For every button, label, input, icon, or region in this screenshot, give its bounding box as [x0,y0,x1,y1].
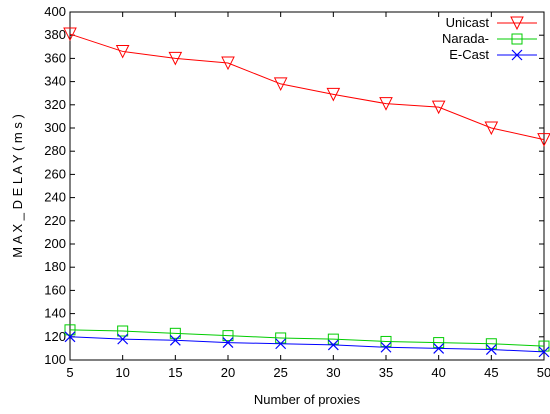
data-point-narada [169,327,181,339]
y-tick-label: 140 [44,306,66,321]
y-tick-label: 380 [44,27,66,42]
series-layer [63,27,550,358]
data-point-e-cast-stroke [538,346,550,358]
x-tick-label: 40 [431,365,445,380]
data-point-e-cast-stroke [327,339,339,351]
y-tick-label: 300 [44,120,66,135]
data-point-unicast [484,121,499,136]
x-tick-label: 10 [115,365,129,380]
y-tick-label: 120 [44,329,66,344]
legend-marker-unicast [510,16,524,31]
series-line-e-cast [69,336,545,353]
x-tick-label: 20 [221,365,235,380]
data-point-e-cast [169,334,181,346]
data-point-e-cast [433,342,445,354]
x-tick-label: 35 [379,365,393,380]
legend-label-e-cast: E-Cast [449,47,489,62]
ticks: 100 120 140 160 180 200 220 240 260 280 300 320 340 3… [44,4,550,380]
y-tick-label: 400 [44,4,66,19]
legend-marker-e-cast-stroke [511,49,523,61]
data-point-e-cast-stroke [169,334,181,346]
y-tick-label: 220 [44,213,66,228]
data-point-unicast [431,100,446,115]
y-tick-label: 260 [44,166,66,181]
data-point-e-cast-stroke [380,341,392,353]
data-point-unicast [115,44,130,59]
data-point-e-cast [380,341,392,353]
x-axis-label: Number of proxies [254,392,361,407]
legend-marker-narada [511,33,523,45]
legend-label-unicast: Unicast [446,15,490,30]
y-tick-label: 320 [44,97,66,112]
y-tick-label: 340 [44,74,66,89]
data-point-unicast [63,27,77,42]
y-tick-label: 180 [44,259,66,274]
x-tick-label: 50 [537,365,550,380]
data-point-narada [64,324,76,336]
legend-label-narada: Narada- [442,31,489,46]
series-line-narada [69,329,545,347]
data-point-e-cast-stroke [64,331,76,343]
data-point-e-cast [538,346,550,358]
y-tick-label: 280 [44,143,66,158]
y-axis-label: M A X _ D E L A Y ( m s ) [10,114,25,258]
data-point-e-cast [275,338,287,350]
data-point-unicast [326,87,341,102]
y-tick-label: 100 [44,352,66,367]
x-tick-label: 30 [326,365,340,380]
x-tick-label: 15 [168,365,182,380]
x-tick-label: 25 [273,365,287,380]
data-point-e-cast-stroke [485,344,497,355]
data-point-e-cast [64,331,76,343]
data-point-e-cast-stroke [222,337,234,349]
data-point-e-cast [117,333,129,345]
legend-marker-e-cast [511,49,523,61]
data-point-narada [117,325,129,337]
data-point-narada [222,330,234,342]
data-point-unicast [221,56,235,71]
y-tick-label: 360 [44,50,66,65]
y-tick-label: 200 [44,236,66,251]
data-point-e-cast [327,339,339,351]
y-tick-label: 160 [44,282,66,297]
plot-frame [69,11,545,361]
y-tick-label: 240 [44,190,66,205]
data-point-unicast [168,51,183,66]
data-point-e-cast-stroke [433,342,445,354]
data-point-unicast [537,133,550,147]
data-point-e-cast [222,337,234,349]
data-point-unicast [273,77,288,92]
x-tick-label: 45 [484,365,498,380]
data-point-unicast [379,97,393,111]
x-tick-label: 5 [66,365,73,380]
data-point-e-cast-stroke [117,333,129,345]
data-point-e-cast [485,344,497,355]
data-point-e-cast-stroke [275,338,287,350]
series-line-unicast [69,33,545,141]
